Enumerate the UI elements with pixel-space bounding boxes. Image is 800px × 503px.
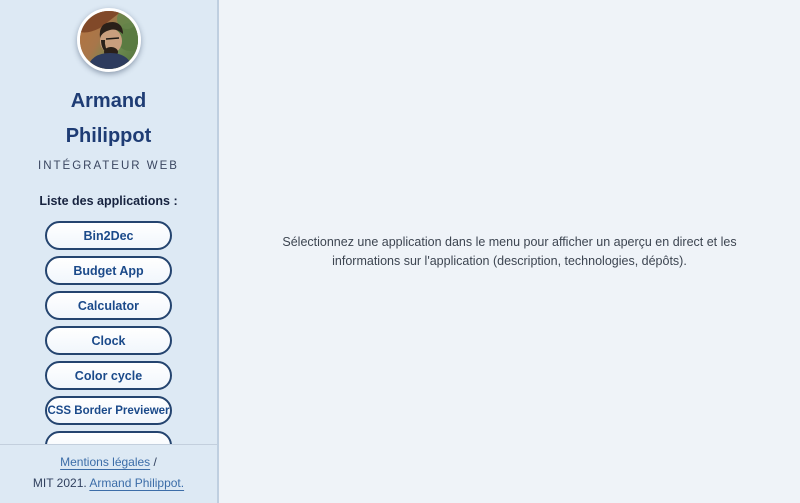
profile-first-name: Armand: [70, 90, 147, 112]
license-text: MIT 2021.: [32, 476, 87, 490]
profile-last-name: Philippot: [65, 125, 152, 147]
author-link[interactable]: Armand Philippot.: [89, 476, 185, 490]
sidebar-item-bin2dec[interactable]: Bin2Dec: [45, 221, 172, 250]
profile-name: Armand Philippot: [0, 84, 217, 154]
sidebar-item-calculator[interactable]: Calculator: [45, 291, 172, 320]
list-item: CSS Border Previewer: [0, 396, 217, 425]
legal-link[interactable]: Mentions légales: [60, 455, 151, 469]
list-item: Budget App: [0, 256, 217, 285]
apps-list: Bin2Dec Budget App Calculator Clock Colo…: [0, 221, 217, 444]
avatar-photo-placeholder: [79, 11, 138, 69]
sidebar-item-partial[interactable]: [45, 431, 172, 444]
list-item: Calculator: [0, 291, 217, 320]
sidebar-item-css-border-previewer[interactable]: CSS Border Previewer: [45, 396, 172, 425]
sidebar-footer: Mentions légales / MIT 2021. Armand Phil…: [0, 444, 217, 503]
sidebar-item-clock[interactable]: Clock: [45, 326, 172, 355]
sidebar-item-budget-app[interactable]: Budget App: [45, 256, 172, 285]
apps-nav: Liste des applications : Bin2Dec Budget …: [0, 172, 217, 444]
sidebar: Armand Philippot INTÉGRATEUR WEB Liste d…: [0, 0, 219, 503]
list-item: Clock: [0, 326, 217, 355]
apps-list-heading: Liste des applications :: [39, 194, 178, 208]
license-line: MIT 2021. Armand Philippot.: [0, 476, 217, 490]
profile-header: Armand Philippot INTÉGRATEUR WEB: [0, 0, 217, 172]
list-item: Color cycle: [0, 361, 217, 390]
profile-role: INTÉGRATEUR WEB: [38, 160, 179, 172]
app-selection-hint: Sélectionnez une application dans le men…: [282, 234, 737, 268]
main-content: Sélectionnez une application dans le men…: [219, 0, 800, 503]
list-item: Bin2Dec: [0, 221, 217, 250]
avatar: [76, 8, 141, 72]
legal-line: Mentions légales /: [0, 455, 217, 469]
list-item: [0, 431, 217, 444]
footer-separator: /: [153, 455, 157, 469]
sidebar-item-color-cycle[interactable]: Color cycle: [45, 361, 172, 390]
